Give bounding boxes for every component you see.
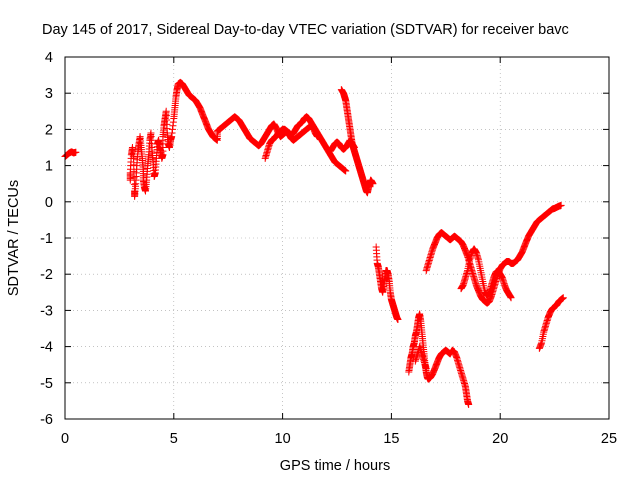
y-tick-label: 0 [45,195,53,211]
data-point [422,364,430,372]
data-points [61,78,567,409]
chart-title: Day 145 of 2017, Sidereal Day-to-day VTE… [42,22,569,38]
data-point [507,294,515,302]
data-point [465,401,473,409]
y-tick-label: -4 [40,340,53,356]
x-tick-label: 15 [383,431,399,447]
x-axis-label: GPS time / hours [280,458,390,474]
y-tick-label: 3 [45,86,53,102]
y-tick-labels: -6 -5 -4 -3 -2 -1 0 1 2 3 4 [40,50,53,428]
data-point [130,180,138,188]
data-point [369,180,377,188]
data-point [559,294,567,302]
data-point [342,167,350,175]
y-tick-label: -1 [40,231,53,247]
y-tick-label: 4 [45,50,53,66]
grid-lines [65,57,609,419]
y-tick-label: -6 [40,412,53,428]
data-point [394,315,402,323]
y-tick-label: -3 [40,303,53,319]
x-tick-labels: 0 5 10 15 20 25 [61,431,617,447]
plot-frame [64,56,610,420]
data-point [557,201,565,209]
x-tick-label: 5 [170,431,178,447]
y-tick-label: 2 [45,122,53,138]
x-tick-label: 10 [275,431,291,447]
data-point [72,148,80,156]
x-tick-label: 0 [61,431,69,447]
y-axis-label: SDTVAR / TECUs [6,180,22,296]
y-tick-label: -2 [40,267,53,283]
data-point [313,133,321,141]
x-tick-label: 25 [601,431,617,447]
y-tick-label: -5 [40,376,53,392]
data-point [130,154,138,162]
data-point [350,144,358,151]
y-tick-label: 1 [45,159,53,175]
x-tick-label: 20 [492,431,508,447]
